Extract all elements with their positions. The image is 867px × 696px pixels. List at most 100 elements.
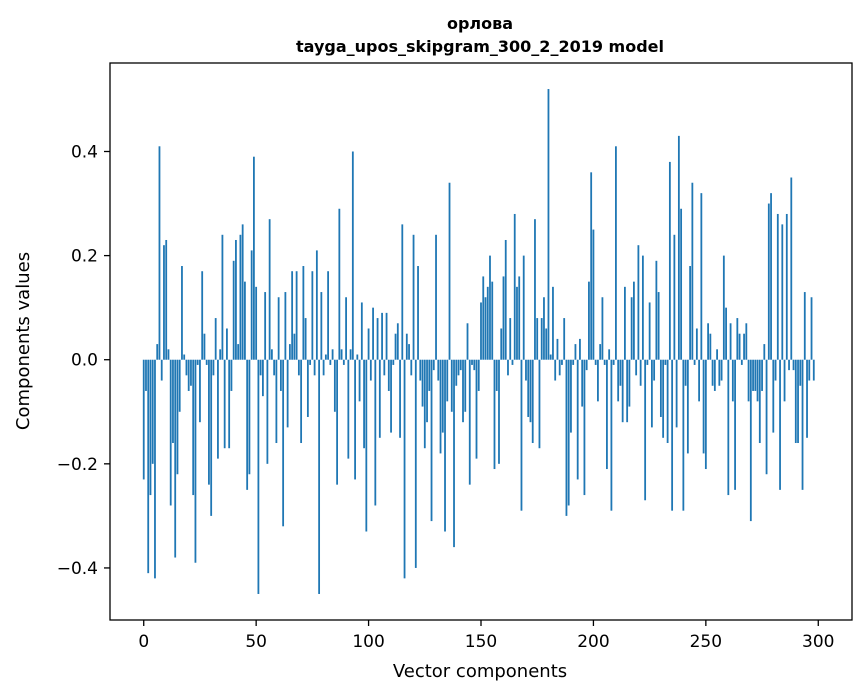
bar: [754, 359, 757, 391]
bar: [531, 359, 534, 444]
bar: [329, 359, 332, 365]
bar: [758, 359, 761, 444]
chart-subtitle: tayga_upos_skipgram_300_2_2019 model: [296, 37, 664, 56]
bar: [421, 359, 424, 407]
bar: [448, 182, 451, 360]
x-tick-label: 0: [138, 632, 149, 652]
bar: [253, 156, 255, 360]
bar: [295, 271, 298, 360]
bar: [358, 359, 361, 402]
bar: [369, 359, 372, 381]
bar: [648, 302, 651, 360]
bar: [372, 307, 374, 360]
bar: [810, 297, 813, 360]
bar: [664, 359, 667, 365]
x-tick-label: 200: [577, 632, 609, 652]
bar: [509, 318, 512, 360]
bar: [745, 323, 748, 360]
bar: [576, 359, 579, 480]
bar: [588, 281, 590, 360]
bar: [788, 359, 790, 371]
bar: [794, 359, 797, 444]
bar: [345, 297, 347, 360]
bar: [219, 349, 222, 360]
bar: [210, 359, 213, 516]
bar: [709, 333, 712, 360]
bar: [606, 359, 608, 470]
bar: [304, 318, 307, 360]
bar: [277, 297, 280, 360]
bar: [477, 359, 480, 391]
bar: [282, 359, 285, 527]
x-tick-label: 250: [690, 632, 722, 652]
bar: [239, 234, 242, 360]
bar: [747, 359, 750, 402]
bar: [639, 359, 642, 386]
bar: [752, 359, 754, 391]
bar: [338, 208, 341, 360]
bar: [491, 281, 494, 360]
bar: [266, 359, 269, 464]
bar: [250, 250, 253, 360]
bar: [502, 276, 505, 360]
bar: [414, 359, 417, 568]
bar: [403, 359, 406, 579]
bar: [423, 359, 426, 449]
bar: [151, 359, 154, 464]
bar: [761, 359, 763, 391]
bar: [396, 323, 399, 360]
bar: [779, 359, 781, 490]
bar: [230, 359, 233, 391]
bar: [608, 349, 611, 360]
y-tick-label: 0.0: [71, 351, 98, 371]
bar: [318, 359, 321, 594]
bar: [540, 318, 543, 360]
bar: [693, 359, 696, 365]
bar: [774, 359, 777, 381]
x-tick-label: 50: [245, 632, 267, 652]
bar: [172, 359, 174, 444]
bar: [291, 271, 294, 360]
bar: [387, 359, 390, 391]
bar: [264, 292, 267, 360]
bar: [561, 359, 563, 365]
bar: [383, 359, 386, 376]
bar: [223, 359, 226, 449]
bar: [205, 359, 208, 365]
bar: [594, 359, 597, 365]
bar: [248, 359, 251, 475]
bar: [534, 219, 536, 360]
bar: [558, 359, 561, 376]
bar: [572, 359, 575, 365]
bar: [394, 333, 397, 360]
bars-group: [142, 89, 815, 594]
bar: [342, 359, 345, 365]
bar: [399, 359, 401, 438]
bar: [462, 359, 464, 423]
bar: [246, 359, 249, 490]
bar: [536, 318, 539, 360]
bar: [473, 359, 476, 371]
bar: [228, 359, 231, 449]
bar: [657, 292, 660, 360]
bar: [455, 359, 458, 386]
bar: [255, 286, 258, 360]
bar: [457, 359, 460, 376]
bar: [549, 354, 552, 360]
bar: [313, 359, 316, 376]
bar: [381, 312, 383, 360]
bar: [707, 323, 709, 360]
bar: [511, 359, 514, 365]
bar: [495, 359, 498, 391]
bar: [430, 359, 433, 522]
bar: [259, 359, 262, 376]
bar: [459, 359, 462, 371]
bar: [194, 359, 197, 563]
bar: [743, 333, 745, 360]
bar: [695, 328, 698, 360]
bar: [633, 281, 635, 360]
bar: [556, 338, 559, 360]
bar: [437, 359, 440, 381]
bar: [482, 276, 485, 360]
